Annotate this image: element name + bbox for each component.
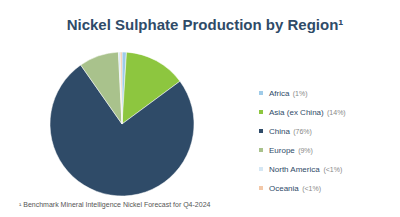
svg-text:(<1%): (<1%)	[302, 185, 321, 193]
svg-text:North America: North America	[269, 165, 320, 174]
svg-text:(14%): (14%)	[327, 109, 346, 117]
svg-text:Oceania: Oceania	[269, 184, 299, 193]
svg-text:Africa: Africa	[269, 89, 290, 98]
svg-text:Nickel Sulphate Production by: Nickel Sulphate Production by Region¹	[67, 16, 344, 33]
svg-text:(76%): (76%)	[293, 128, 312, 136]
svg-text:(9%): (9%)	[298, 147, 313, 155]
svg-text:China: China	[269, 127, 290, 136]
svg-text:¹ Benchmark Mineral Intelligen: ¹ Benchmark Mineral Intelligence Nickel …	[19, 201, 211, 209]
svg-text:(1%): (1%)	[293, 90, 308, 98]
svg-text:Asia (ex China): Asia (ex China)	[269, 108, 324, 117]
svg-text:Europe: Europe	[269, 146, 295, 155]
svg-text:(<1%): (<1%)	[323, 166, 342, 174]
